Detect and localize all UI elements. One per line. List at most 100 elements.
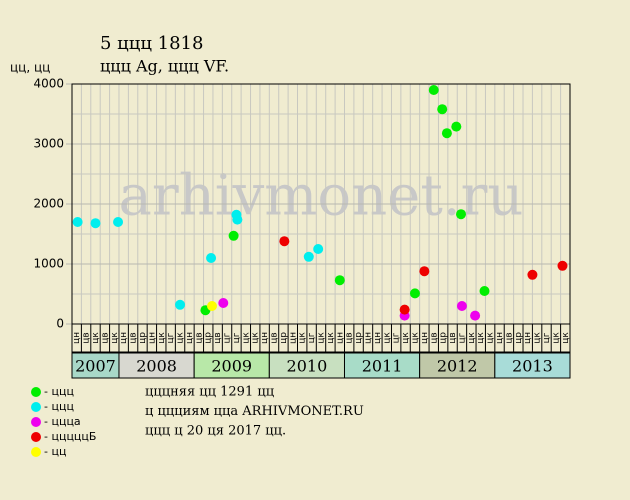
column-label: цн bbox=[147, 332, 157, 344]
column-label: цв bbox=[100, 332, 110, 343]
column-label: цн bbox=[185, 332, 195, 344]
point bbox=[279, 236, 290, 247]
column-label: цк bbox=[467, 332, 477, 344]
column-label: цв bbox=[270, 332, 280, 343]
year-band bbox=[193, 352, 270, 379]
point bbox=[113, 217, 124, 227]
column-label: цг bbox=[232, 332, 242, 343]
point bbox=[456, 301, 467, 311]
point bbox=[479, 286, 490, 296]
column-label: цр bbox=[204, 332, 214, 344]
column-label: цн bbox=[72, 332, 82, 344]
column-label: цк bbox=[317, 332, 327, 344]
point bbox=[90, 218, 101, 229]
legend-label: - ццц bbox=[44, 385, 74, 398]
column-label: цг bbox=[223, 332, 233, 343]
column-label: цр bbox=[354, 332, 364, 344]
legend-marker bbox=[31, 387, 41, 397]
point bbox=[441, 128, 452, 139]
label-frame bbox=[71, 323, 571, 353]
legend-marker bbox=[31, 402, 41, 412]
y-tick-label: 4000 bbox=[33, 77, 64, 91]
column-label: цк bbox=[110, 332, 120, 344]
column-label: цк bbox=[241, 332, 251, 344]
note: ц ццциям ццa ARHIVMONET.RU bbox=[145, 404, 364, 419]
note: ццц ц 20 ця 2017 цц. bbox=[145, 424, 286, 439]
column-label: цв bbox=[129, 332, 139, 343]
column-label: цг bbox=[166, 332, 176, 343]
column-label: цк bbox=[382, 332, 392, 344]
year-label: 2013 bbox=[512, 357, 553, 376]
column-label: цн bbox=[260, 332, 270, 344]
column-label: цн bbox=[523, 332, 533, 344]
column-label: цг bbox=[307, 332, 317, 343]
y-axis-label: цц, цц bbox=[10, 61, 50, 75]
legend-label: - ццца bbox=[44, 415, 81, 428]
column-label: цк bbox=[326, 332, 336, 344]
column-label: цк bbox=[157, 332, 167, 344]
point bbox=[218, 298, 229, 308]
column-label: цв bbox=[448, 332, 458, 343]
point bbox=[456, 209, 467, 220]
point bbox=[72, 217, 83, 227]
year-label: 2012 bbox=[437, 357, 478, 376]
column-label: цр bbox=[138, 332, 148, 344]
column-label: цг bbox=[392, 332, 402, 343]
column-label: цн bbox=[335, 332, 345, 344]
chart-title: 5 ццц 1818 bbox=[100, 33, 203, 54]
column-label: цн bbox=[495, 332, 505, 344]
legend-label: - ццц bbox=[44, 400, 74, 413]
point bbox=[451, 121, 462, 132]
year-band bbox=[71, 352, 120, 379]
year-label: 2007 bbox=[75, 357, 116, 376]
column-label: цв bbox=[429, 332, 439, 343]
point bbox=[175, 299, 186, 310]
y-tick-label: 2000 bbox=[33, 197, 64, 211]
column-label: цр bbox=[514, 332, 524, 344]
legend-marker bbox=[31, 417, 41, 427]
column-label: цк bbox=[176, 332, 186, 344]
column-label: цн bbox=[363, 332, 373, 344]
column-label: цк bbox=[401, 332, 411, 344]
point bbox=[228, 230, 239, 241]
column-label: цр bbox=[279, 332, 289, 344]
legend-marker bbox=[31, 432, 41, 442]
column-label: цк bbox=[551, 332, 561, 344]
year-band bbox=[343, 352, 421, 379]
y-tick-label: 1000 bbox=[33, 257, 64, 271]
point bbox=[334, 275, 345, 286]
legend-marker bbox=[31, 447, 41, 457]
y-tick-label: 3000 bbox=[33, 137, 64, 151]
year-label: 2009 bbox=[211, 357, 252, 376]
y-tick-label: 0 bbox=[56, 317, 64, 331]
legend-label: - цц bbox=[44, 445, 66, 458]
year-label: 2011 bbox=[362, 357, 403, 376]
column-label: цк bbox=[533, 332, 543, 344]
column-label: цв bbox=[345, 332, 355, 343]
column-label: цк bbox=[561, 332, 571, 344]
column-label: цв bbox=[194, 332, 204, 343]
legend-label: - цццццБ bbox=[44, 430, 96, 443]
year-label: 2008 bbox=[136, 357, 177, 376]
column-label: цр bbox=[439, 332, 449, 344]
column-label: цн bbox=[373, 332, 383, 344]
column-label: цк bbox=[476, 332, 486, 344]
year-label: 2010 bbox=[287, 357, 328, 376]
column-label: цг bbox=[457, 332, 467, 343]
year-band bbox=[494, 352, 571, 379]
column-label: цв bbox=[504, 332, 514, 343]
point bbox=[409, 288, 420, 299]
column-label: цк bbox=[91, 332, 101, 344]
column-label: цн bbox=[119, 332, 129, 344]
column-label: цк bbox=[298, 332, 308, 344]
column-label: цк bbox=[486, 332, 496, 344]
year-band bbox=[118, 352, 195, 379]
column-label: цк bbox=[251, 332, 261, 344]
point bbox=[557, 260, 568, 271]
note: цццняя цц 1291 цц bbox=[145, 385, 274, 400]
column-label: цк bbox=[410, 332, 420, 344]
point bbox=[313, 244, 324, 254]
point bbox=[470, 310, 481, 321]
point bbox=[206, 253, 217, 263]
